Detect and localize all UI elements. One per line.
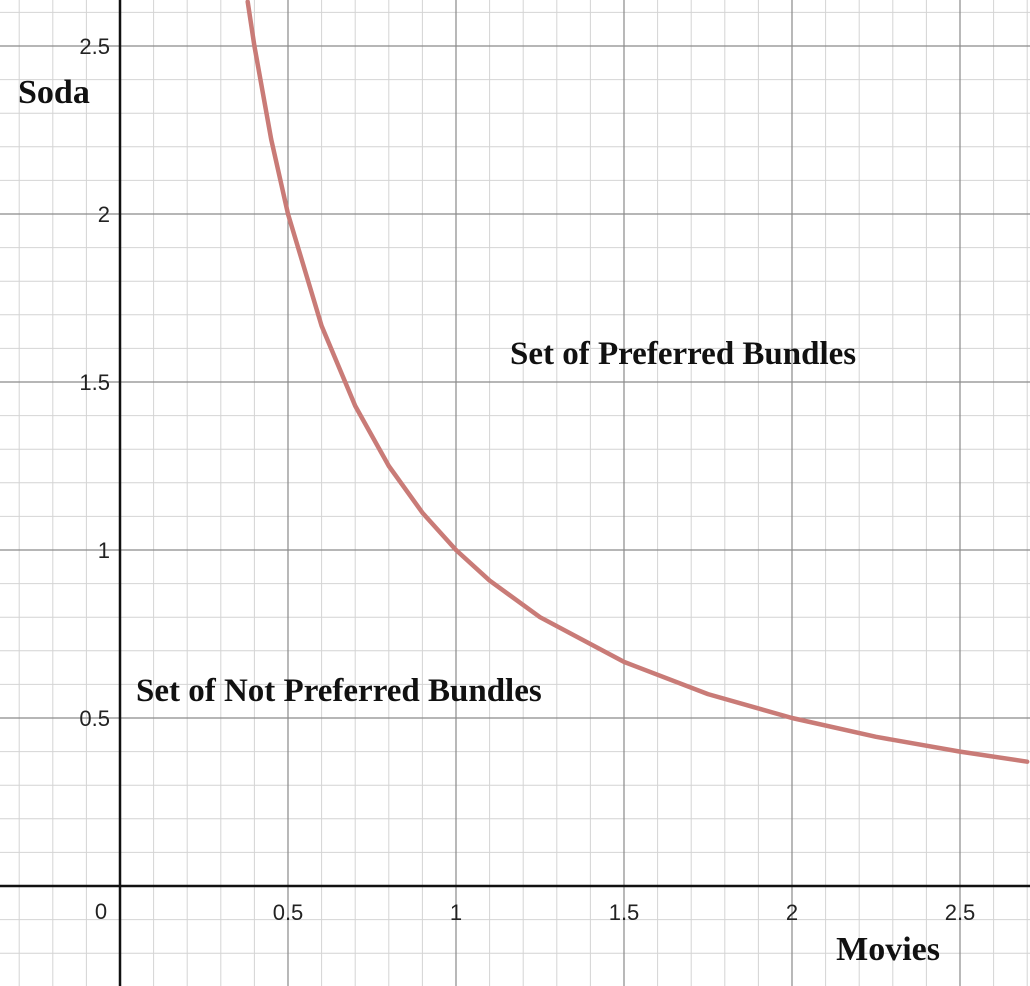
x-tick-label: 2 (786, 900, 798, 925)
tick-labels: 0.5 1 1.5 2 2.5 0.5 1 1.5 2 2.5 (79, 34, 975, 925)
x-axis-title: Movies (836, 931, 940, 968)
y-tick-label: 1 (98, 538, 110, 563)
y-axis-title: Soda (18, 74, 90, 111)
curve-layer (245, 0, 1030, 764)
x-tick-label: 1 (450, 900, 462, 925)
indifference-curve (245, 0, 1030, 764)
preferred-region-label: Set of Preferred Bundles (510, 336, 856, 372)
y-tick-label: 2 (98, 202, 110, 227)
x-tick-label: 2.5 (945, 900, 976, 925)
x-tick-label: 0.5 (273, 900, 304, 925)
x-tick-label: 1.5 (609, 900, 640, 925)
y-tick-label: 2.5 (79, 34, 110, 59)
y-tick-label: 0.5 (79, 706, 110, 731)
y-tick-label: 1.5 (79, 370, 110, 395)
origin-label: 0 (95, 899, 107, 924)
not-preferred-region-label: Set of Not Preferred Bundles (136, 673, 542, 709)
